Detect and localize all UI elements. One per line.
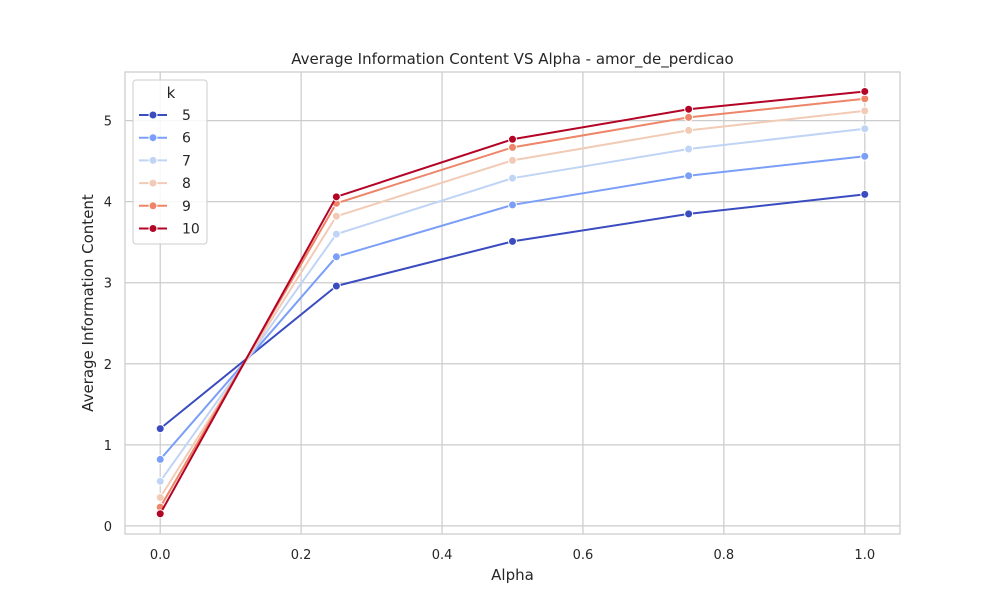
legend-marker-swatch	[148, 110, 158, 120]
data-point-k-8	[508, 155, 517, 165]
x-tick-label: 0.6	[573, 548, 594, 563]
legend-box	[132, 79, 208, 245]
legend-item-k-7: 7	[139, 153, 191, 169]
legend-item-k-10: 10	[139, 222, 200, 238]
legend-label: 7	[182, 153, 191, 169]
legend: k 5 6 7 8 9 10	[132, 79, 208, 245]
data-point-k-7	[860, 124, 870, 134]
data-point-k-6	[860, 151, 870, 161]
data-point-k-6	[684, 171, 694, 181]
y-tick-label: 1	[104, 439, 112, 454]
data-point-k-10	[860, 86, 870, 96]
legend-item-k-8: 8	[139, 176, 191, 192]
data-point-k-7	[331, 229, 341, 239]
legend-label: 10	[182, 222, 200, 238]
legend-title: k	[167, 84, 176, 102]
series-k-8	[155, 106, 870, 503]
data-point-k-8	[684, 125, 694, 135]
legend-label: 8	[182, 176, 191, 192]
series-group	[155, 86, 870, 519]
x-tick-label: 0.2	[291, 548, 312, 563]
y-tick-label: 3	[104, 277, 112, 292]
series-k-7	[155, 124, 870, 486]
legend-label: 6	[182, 131, 191, 147]
data-point-k-5	[508, 236, 517, 246]
data-point-k-10	[508, 134, 517, 144]
data-point-k-8	[331, 211, 341, 221]
legend-marker-swatch	[148, 178, 158, 188]
x-tick-label: 0.0	[150, 548, 171, 563]
legend-marker-swatch	[148, 155, 158, 165]
x-axis-label: Alpha	[491, 566, 534, 584]
legend-marker-swatch	[148, 224, 158, 233]
y-tick-label: 4	[104, 196, 112, 211]
data-point-k-6	[155, 454, 165, 464]
x-tick-label: 1.0	[854, 548, 875, 563]
data-point-k-5	[860, 189, 870, 199]
legend-label: 9	[182, 199, 191, 215]
series-k-5	[155, 189, 870, 434]
data-point-k-8	[860, 106, 870, 116]
data-point-k-10	[331, 192, 341, 202]
data-point-k-6	[508, 200, 517, 210]
y-tick-label: 5	[104, 115, 112, 130]
data-point-k-10	[155, 509, 165, 519]
legend-label: 5	[182, 108, 191, 124]
legend-items: 5 6 7 8 9 10	[139, 108, 200, 238]
data-point-k-6	[331, 252, 341, 262]
y-tick-label: 2	[104, 358, 112, 373]
plot-frame	[124, 71, 901, 535]
legend-item-k-5: 5	[139, 108, 191, 124]
data-point-k-9	[508, 142, 517, 152]
series-k-10	[155, 86, 870, 519]
series-k-6	[155, 151, 870, 464]
data-point-k-5	[155, 424, 165, 434]
data-point-k-7	[155, 476, 165, 486]
axis-ticks: 0.0 0.2 0.4 0.6 0.8 1.0 0 1 2 3 4 5	[104, 115, 875, 563]
data-point-k-7	[684, 144, 694, 154]
legend-marker-swatch	[148, 133, 158, 143]
chart-title: Average Information Content VS Alpha - a…	[291, 50, 733, 69]
data-point-k-5	[684, 209, 694, 219]
legend-marker-swatch	[148, 201, 158, 211]
y-axis-label: Average Information Content	[79, 194, 97, 412]
x-tick-label: 0.8	[714, 548, 735, 563]
data-point-k-9	[684, 112, 694, 122]
legend-item-k-9: 9	[139, 199, 191, 215]
data-point-k-7	[508, 173, 517, 183]
data-point-k-5	[331, 281, 341, 291]
data-point-k-8	[155, 493, 165, 503]
legend-item-k-6: 6	[139, 131, 191, 147]
x-tick-label: 0.4	[432, 548, 453, 563]
y-tick-label: 0	[104, 520, 112, 535]
data-point-k-10	[684, 104, 694, 114]
